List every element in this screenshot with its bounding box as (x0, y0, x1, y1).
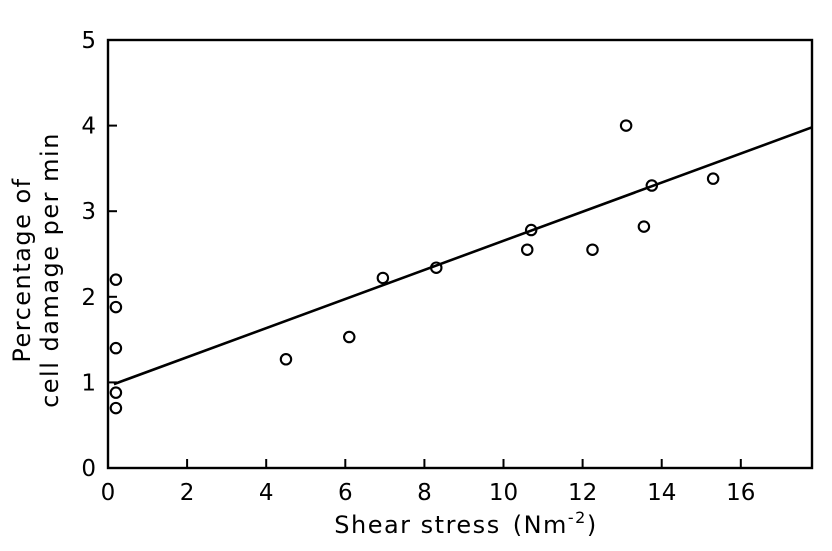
y-tick-label: 2 (81, 285, 96, 311)
x-axis-unit-exponent: -2 (568, 508, 587, 527)
y-tick-label: 5 (81, 28, 96, 54)
y-tick-label: 4 (81, 114, 96, 140)
regression-line (113, 126, 813, 386)
x-axis-label-text: Shear stress (334, 511, 500, 539)
x-tick-label: 10 (489, 480, 518, 506)
y-axis-title-line-2: cell damage per min (36, 132, 64, 408)
data-point (109, 273, 123, 286)
data-point (619, 119, 633, 132)
y-tick-label: 1 (81, 370, 96, 396)
x-tick-label: 6 (338, 480, 353, 506)
plot-frame (106, 38, 814, 470)
data-point (637, 220, 651, 233)
x-tick-label: 2 (180, 480, 195, 506)
x-axis-unit-close: ) (587, 511, 598, 539)
data-point (109, 341, 123, 355)
x-axis-title: Shear stress (Nm-2) (334, 508, 597, 539)
x-axis-unit: (Nm (513, 511, 568, 539)
data-point (520, 243, 534, 256)
data-point (109, 386, 123, 399)
x-tick-label: 12 (568, 480, 597, 506)
data-point (586, 243, 599, 256)
y-axis-title-line-1: Percentage of (8, 177, 36, 362)
x-tick-label: 16 (726, 480, 755, 506)
data-point (279, 353, 293, 366)
x-tick-label: 4 (259, 480, 274, 506)
y-tick-label: 0 (81, 456, 96, 482)
data-point (343, 330, 356, 344)
x-tick-label: 8 (417, 480, 432, 506)
data-point (376, 271, 390, 285)
x-tick-label: 14 (647, 480, 676, 506)
data-point (109, 401, 123, 415)
x-tick-label: 0 (101, 480, 116, 506)
y-tick-label: 3 (81, 199, 96, 225)
data-point (109, 300, 123, 314)
data-marks (109, 119, 813, 415)
data-point (706, 172, 720, 185)
